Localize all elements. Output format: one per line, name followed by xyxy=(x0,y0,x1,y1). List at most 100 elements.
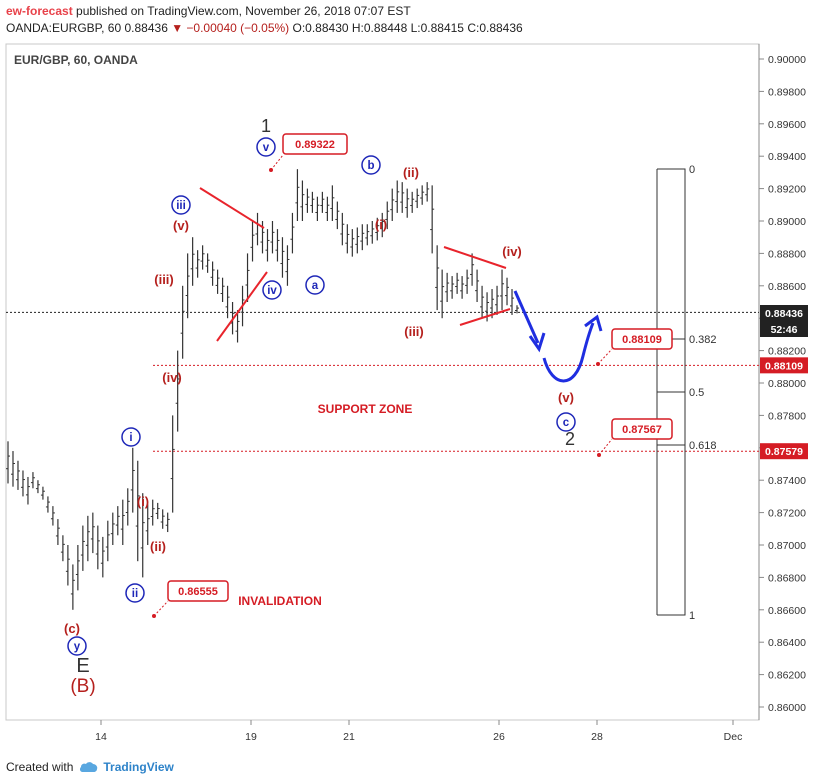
x-tick-label: Dec xyxy=(724,731,743,743)
wave-circle-c-text: c xyxy=(563,417,570,429)
y-tick-label: 0.87800 xyxy=(768,410,806,422)
wave-v-right: (v) xyxy=(558,390,574,405)
fib-level-label: 0.5 xyxy=(689,387,704,399)
wave-circle-iv-text: iv xyxy=(267,285,277,297)
wave-circle-a xyxy=(305,275,325,295)
wave-i-left: (i) xyxy=(137,494,149,509)
trendline-lower-wedge[interactable] xyxy=(216,271,268,342)
y-tick-label: 0.89400 xyxy=(768,151,806,163)
y-tick-label: 0.86400 xyxy=(768,637,806,649)
wave-ii-right: (ii) xyxy=(403,165,419,180)
fib-level-label: 0.382 xyxy=(689,334,717,346)
wave-circle-y-text: y xyxy=(74,641,81,653)
x-axis-ticks: 14 19 21 26 28 Dec xyxy=(95,720,742,743)
invalidation-label: INVALIDATION xyxy=(238,594,322,608)
wave-circle-b-text: b xyxy=(367,160,374,172)
quote-symbol: OANDA:EURGBP, 60 0.88436 xyxy=(6,21,172,35)
price-bars xyxy=(6,169,519,610)
wave-1: 1 xyxy=(261,116,271,136)
y-tick-label: 0.89200 xyxy=(768,184,806,196)
wave-E: E xyxy=(76,655,89,677)
wave-circle-iv xyxy=(262,280,282,300)
wave-iv-minor: (iv) xyxy=(162,370,182,385)
y-tick-label: 0.86800 xyxy=(768,572,806,584)
wave-circle-i xyxy=(121,427,141,447)
wave-circle-v-text: v xyxy=(263,142,270,154)
x-tick-label: 21 xyxy=(343,731,355,743)
arrow-down-line[interactable] xyxy=(513,290,540,344)
y-tick-label: 0.90000 xyxy=(768,54,806,66)
wave-circle-y xyxy=(67,636,87,656)
y-tick-label: 0.87400 xyxy=(768,475,806,487)
callout-0.87567: 0.87567 xyxy=(622,424,662,436)
y-tick-label: 0.88800 xyxy=(768,248,806,260)
level-tag-label: 0.88109 xyxy=(765,360,803,372)
y-tick-label: 0.88000 xyxy=(768,378,806,390)
y-tick-label: 0.89800 xyxy=(768,86,806,98)
wave-circle-i-text: i xyxy=(129,432,132,444)
x-tick-label: 28 xyxy=(591,731,603,743)
last-price-value: 0.88436 xyxy=(765,308,803,320)
wave-circle-iii xyxy=(171,195,191,215)
y-tick-label: 0.87200 xyxy=(768,508,806,520)
projection-arrows[interactable] xyxy=(513,290,603,383)
y-tick-label: 0.89600 xyxy=(768,119,806,131)
y-tick-label: 0.86200 xyxy=(768,670,806,682)
fib-level-label: 0 xyxy=(689,164,695,176)
chart-title: EUR/GBP, 60, OANDA xyxy=(14,53,138,67)
level-price-tags: 0.88109 0.87579 xyxy=(760,357,808,460)
fibonacci-retracement[interactable]: 0 0.382 0.5 0.618 1 xyxy=(656,164,717,622)
wave-circle-b xyxy=(361,155,381,175)
horizontal-levels xyxy=(6,311,759,452)
publish-info: published on TradingView.com, November 2… xyxy=(72,4,411,18)
tradingview-logo-link[interactable]: TradingView xyxy=(79,760,174,774)
countdown-value: 52:46 xyxy=(771,324,798,336)
publish-line: ew-forecast published on TradingView.com… xyxy=(6,4,411,18)
wave-circle-iii-text: iii xyxy=(176,200,186,212)
wave-i-right: (i) xyxy=(375,217,387,232)
wave-iii-minor: (iii) xyxy=(154,272,174,287)
footer-tradingview: TradingView xyxy=(103,760,174,774)
projection-curve[interactable] xyxy=(542,322,595,383)
brand-link[interactable]: ew-forecast xyxy=(6,4,73,18)
y-tick-label: 0.86000 xyxy=(768,702,806,714)
callout-leaders xyxy=(153,154,613,617)
quote-line: OANDA:EURGBP, 60 0.88436 ▼ −0.00040 (−0.… xyxy=(6,21,523,35)
wave-circle-ii-text: ii xyxy=(132,588,138,600)
wave-circle-a-text: a xyxy=(312,280,319,292)
x-tick-label: 26 xyxy=(493,731,505,743)
y-tick-label: 0.88200 xyxy=(768,346,806,358)
y-tick-label: 0.89000 xyxy=(768,216,806,228)
support-zone-label: SUPPORT ZONE xyxy=(318,402,413,416)
wave-ii-left: (ii) xyxy=(150,539,166,554)
quote-change: ▼ −0.00040 (−0.05%) xyxy=(171,21,290,35)
arrow-up-head[interactable] xyxy=(584,314,603,332)
arrow-down-head[interactable] xyxy=(528,332,546,353)
x-tick-label: 14 xyxy=(95,731,107,743)
fib-level-label: 1 xyxy=(689,610,695,622)
trendline-upper-wedge[interactable] xyxy=(199,187,265,229)
trendline-lower-triangle[interactable] xyxy=(459,308,511,326)
wave-circle-ii xyxy=(125,583,145,603)
y-axis-ticks: 0.90000 0.89800 0.89600 0.89400 0.89200 0.890… xyxy=(759,54,806,714)
wave-2: 2 xyxy=(565,429,575,449)
tradingview-cloud-icon xyxy=(80,762,98,772)
trendline-upper-triangle[interactable] xyxy=(443,246,507,269)
wave-circle-v xyxy=(256,137,276,157)
wave-circle-c xyxy=(556,412,576,432)
y-tick-label: 0.88600 xyxy=(768,281,806,293)
trendlines[interactable] xyxy=(199,187,511,342)
quote-ohlc: O:0.88430 H:0.88448 L:0.88415 C:0.88436 xyxy=(289,21,523,35)
wave-iii-right: (iii) xyxy=(404,324,424,339)
callout-0.88109: 0.88109 xyxy=(622,334,662,346)
x-tick-label: 19 xyxy=(245,731,257,743)
wave-c-left: (c) xyxy=(64,621,80,636)
footer: Created with TradingView xyxy=(6,760,174,774)
level-tag-label: 0.87579 xyxy=(765,446,803,458)
last-price-tag: 0.88436 52:46 xyxy=(760,305,808,337)
price-callouts[interactable]: 0.89322 0.88109 0.87567 0.86555 xyxy=(167,133,673,602)
callout-0.86555: 0.86555 xyxy=(178,586,218,598)
wave-v-minor: (v) xyxy=(173,218,189,233)
